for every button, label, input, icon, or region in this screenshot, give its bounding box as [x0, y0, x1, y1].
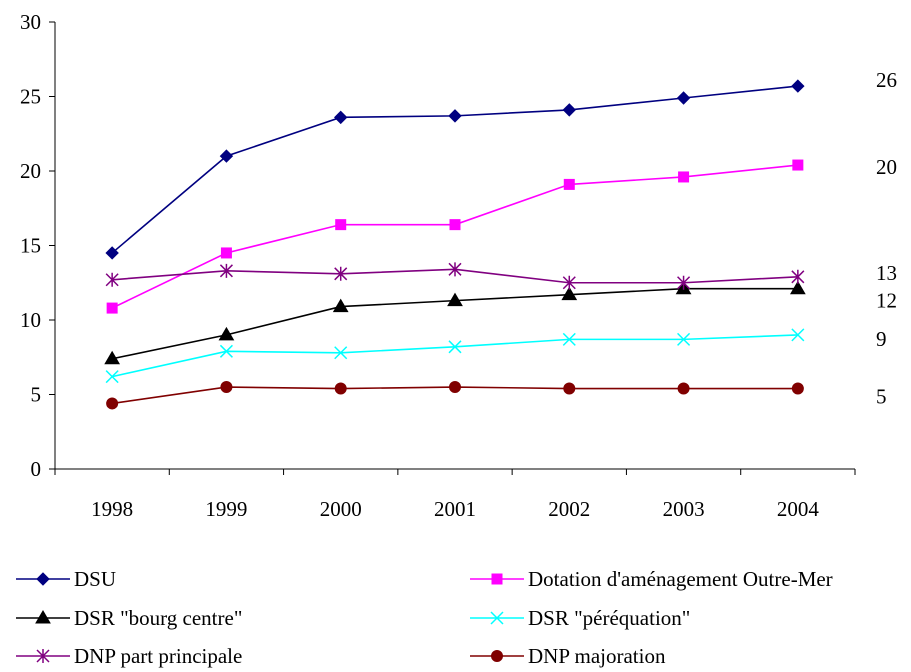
x-tick-label: 1999: [205, 497, 247, 521]
legend-item: DSU: [16, 567, 116, 591]
data-point: [334, 110, 348, 125]
data-point: [791, 382, 804, 395]
data-point: [448, 109, 462, 123]
end-value-label: 13: [876, 261, 897, 285]
end-value-label: 12: [876, 289, 897, 313]
data-point: [219, 344, 233, 358]
data-point: [562, 103, 576, 117]
data-point: [218, 326, 235, 341]
legend-marker: [35, 610, 51, 624]
data-point: [676, 91, 691, 105]
x-tick-label: 2004: [777, 497, 820, 521]
data-point: [105, 370, 119, 384]
data-point: [220, 381, 233, 394]
y-tick-label: 30: [20, 10, 41, 34]
series-line: [111, 164, 798, 309]
data-point: [562, 332, 576, 346]
legend-marker: [491, 650, 503, 662]
data-point: [334, 346, 348, 360]
data-point: [334, 382, 347, 395]
legend: DSU Dotation d'aménagement Outre-Mer DSR "…: [16, 567, 833, 668]
legend-label: DSR "bourg centre": [74, 606, 242, 630]
legend-label: Dotation d'aménagement Outre-Mer: [528, 567, 833, 591]
data-point: [219, 149, 234, 163]
data-point: [449, 381, 461, 394]
x-tick-label: 1998: [91, 497, 133, 521]
data-point: [448, 262, 462, 277]
series-0: [105, 79, 805, 260]
y-tick-label: 25: [20, 85, 41, 109]
data-point: [562, 275, 576, 290]
end-value-label: 20: [876, 155, 897, 179]
data-point: [791, 328, 805, 342]
legend-item: DSR "bourg centre": [16, 606, 242, 630]
data-point: [106, 397, 119, 410]
data-point: [677, 275, 691, 290]
data-point: [448, 340, 462, 354]
x-tick-label: 2003: [663, 497, 705, 521]
data-point: [105, 246, 119, 260]
series-4: [105, 262, 805, 290]
end-label-group: 26 20 12 9 13 5: [876, 68, 897, 408]
data-point: [335, 219, 347, 231]
series-3: [105, 328, 805, 384]
legend-label: DNP part principale: [74, 644, 242, 668]
data-point: [677, 332, 691, 346]
data-point: [792, 159, 804, 171]
data-point: [791, 79, 805, 93]
data-point: [678, 171, 690, 183]
data-point: [563, 178, 575, 190]
legend-label: DSU: [74, 567, 116, 591]
data-point: [677, 382, 690, 395]
legend-item: DSR "péréquation": [470, 606, 690, 630]
series-5: [106, 381, 804, 410]
data-point: [334, 266, 348, 281]
y-tick-label: 5: [31, 383, 42, 407]
data-point: [789, 280, 806, 295]
data-point: [447, 292, 463, 307]
data-point: [332, 298, 349, 313]
data-point: [561, 286, 578, 301]
legend-marker: [36, 572, 50, 586]
x-tick-label: 2002: [548, 497, 590, 521]
legend-item: Dotation d'aménagement Outre-Mer: [470, 567, 833, 591]
y-tick-label: 10: [20, 308, 41, 332]
y-tick-label: 15: [20, 234, 41, 258]
legend-item: DNP part principale: [16, 644, 242, 668]
data-point: [449, 219, 461, 231]
legend-item: DNP majoration: [470, 644, 666, 668]
series-1: [106, 159, 804, 314]
series-2: [104, 280, 806, 365]
legend-marker: [36, 649, 50, 663]
x-tick-label: 2000: [320, 497, 362, 521]
x-tick-label: 2001: [434, 497, 476, 521]
y-tick-group: 0 5 10 15 20 25 30: [20, 10, 55, 481]
data-point: [563, 382, 576, 395]
data-point: [104, 350, 121, 365]
data-point: [791, 269, 805, 284]
y-tick-label: 0: [31, 457, 42, 481]
data-point: [220, 247, 232, 259]
series-line: [111, 334, 798, 378]
end-value-label: 9: [876, 327, 887, 351]
x-tick-group: 1998 1999 2000 2001 2002 2003 2004: [54, 469, 856, 521]
legend-label: DNP majoration: [528, 644, 666, 668]
legend-marker: [491, 573, 503, 585]
legend-label: DSR "péréquation": [528, 606, 690, 630]
end-value-label: 26: [876, 68, 897, 92]
y-tick-label: 20: [20, 159, 41, 183]
data-point: [106, 302, 118, 314]
data-point: [219, 263, 233, 278]
series-group: [104, 79, 806, 410]
data-point: [105, 272, 119, 287]
legend-marker: [490, 611, 504, 625]
end-value-label: 5: [876, 385, 887, 409]
